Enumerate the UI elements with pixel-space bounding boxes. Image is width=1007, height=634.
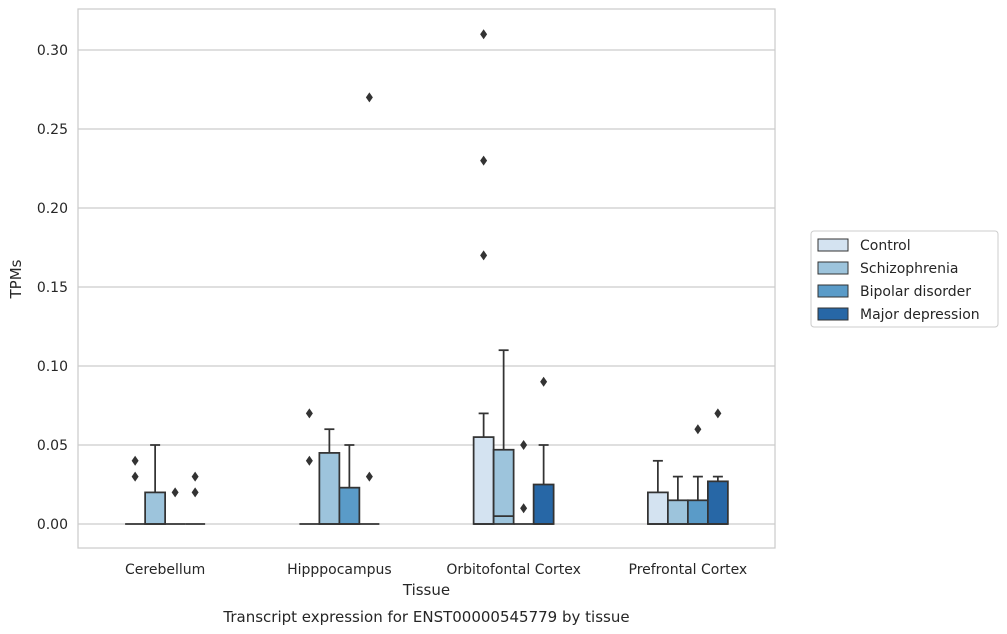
box-body (532, 483, 555, 525)
y-tick-label: 0.20 (37, 201, 68, 217)
outlier-point (191, 471, 199, 482)
outlier-point (520, 440, 528, 450)
box-body (338, 486, 361, 525)
outlier-point (694, 424, 702, 435)
x-tick-label: Prefrontal Cortex (629, 562, 748, 578)
y-tick-label: 0.25 (37, 122, 68, 138)
y-axis-label: TPMs (7, 259, 25, 299)
outlier-point (171, 487, 179, 498)
box-body (492, 448, 515, 525)
gridlines (78, 49, 775, 525)
outlier-point (305, 455, 313, 466)
legend-swatch (817, 261, 849, 275)
box-control (125, 455, 146, 525)
box-bipolar-disorder (165, 487, 186, 525)
legend-entry: Major depression (860, 307, 980, 323)
legend-entry: Control (860, 238, 911, 254)
outlier-point (191, 487, 199, 498)
box-major-depression (185, 471, 206, 525)
outlier-point (480, 29, 488, 40)
box-schizophrenia (144, 444, 166, 525)
legend-entry: Schizophrenia (860, 261, 958, 277)
outlier-point (540, 376, 548, 387)
legend-swatch (817, 238, 849, 252)
y-tick-labels: 0.00 0.05 0.10 0.15 0.20 0.25 0.30 (37, 43, 68, 533)
x-tick-labels: Cerebellum Hipppocampus Orbitofontal Corte… (125, 562, 747, 578)
chart-caption: Transcript expression for ENST0000054577… (222, 608, 629, 626)
outlier-point (131, 455, 139, 466)
legend-swatch (817, 284, 849, 298)
box-control (299, 408, 320, 525)
legend: Control Schizophrenia Bipolar disorder Majo… (810, 230, 999, 328)
box-body (318, 452, 341, 525)
box-body (687, 499, 709, 525)
y-tick-label: 0.15 (37, 280, 68, 296)
box-body (707, 480, 729, 525)
plot-background (78, 9, 775, 548)
outlier-point (131, 471, 139, 482)
box-body (472, 436, 495, 525)
box-major-depression (707, 408, 729, 525)
x-axis-label: Tissue (402, 581, 450, 599)
box-bipolar-disorder (513, 440, 534, 525)
outlier-point (365, 92, 373, 103)
plot-frame (77, 8, 776, 549)
y-tick-label: 0.05 (37, 438, 68, 454)
box-body (144, 491, 166, 525)
outlier-point (480, 250, 488, 261)
x-tick-label: Orbitofontal Cortex (446, 562, 581, 578)
box-schizophrenia (318, 428, 341, 525)
box-major-depression (532, 376, 555, 525)
x-tick-label: Cerebellum (125, 562, 205, 578)
outlier-point (365, 471, 373, 482)
outlier-point (520, 503, 528, 514)
box-major-depression (359, 92, 380, 525)
y-tick-label: 0.10 (37, 359, 68, 375)
outlier-point (714, 408, 722, 419)
y-tick-label: 0.30 (37, 43, 68, 59)
legend-frame (810, 230, 999, 328)
box-series (125, 29, 729, 525)
outlier-point (305, 408, 313, 419)
box-body (667, 499, 689, 525)
box-bipolar-disorder (338, 444, 361, 525)
box-schizophrenia (492, 349, 515, 525)
outlier-point (480, 155, 488, 166)
legend-entry: Bipolar disorder (860, 284, 971, 300)
box-bipolar-disorder (687, 424, 709, 525)
box-body (647, 491, 669, 525)
legend-swatch (817, 307, 849, 321)
y-tick-label: 0.00 (37, 517, 68, 533)
x-tick-label: Hipppocampus (287, 562, 392, 578)
